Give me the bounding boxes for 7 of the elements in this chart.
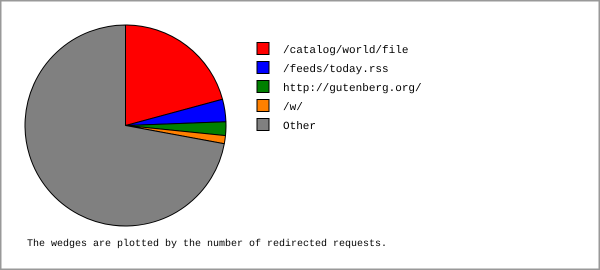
legend-label: /w/ xyxy=(283,102,303,114)
pie-slice xyxy=(24,24,225,226)
legend-label: /feeds/today.rss xyxy=(283,64,389,76)
legend-label: Other xyxy=(283,120,316,133)
legend-label: http://gutenberg.org/ xyxy=(283,82,422,95)
legend-label: /catalog/world/file xyxy=(283,44,408,57)
text: The wedges are plotted by the number of redirected requests. xyxy=(27,238,388,250)
